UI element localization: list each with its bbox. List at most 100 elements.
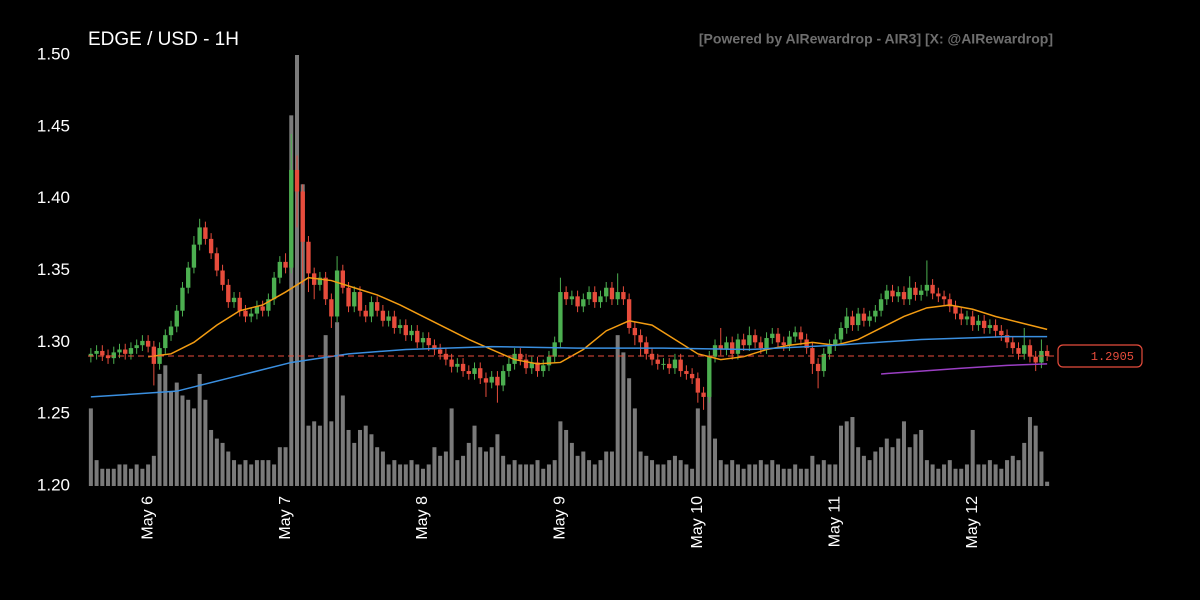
volume-bar: [186, 399, 191, 486]
volume-bar: [638, 451, 643, 486]
volume-bar: [535, 460, 540, 486]
volume-bar: [518, 464, 523, 486]
volume-bar: [947, 460, 952, 486]
candle-body: [432, 345, 437, 350]
volume-bar: [146, 464, 151, 486]
y-tick-label: 1.25: [37, 404, 70, 423]
volume-bar: [833, 464, 838, 486]
volume-bar: [512, 460, 517, 486]
candle-body: [563, 292, 569, 300]
candle-body: [884, 290, 889, 300]
volume-bar: [524, 464, 529, 486]
volume-bar: [386, 464, 391, 486]
volume-bar: [644, 455, 649, 486]
volume-bar: [111, 468, 116, 486]
volume-bar: [724, 464, 729, 486]
volume-bar: [655, 464, 660, 486]
x-tick-label: May 10: [689, 496, 706, 549]
volume-bar: [627, 378, 632, 486]
candle-body: [844, 316, 849, 328]
x-tick-label: May 11: [826, 496, 843, 547]
candle-body: [999, 330, 1004, 336]
candle-body: [518, 353, 523, 360]
volume-bar: [587, 460, 592, 486]
candle-body: [604, 287, 609, 297]
candle-body: [867, 316, 872, 321]
x-tick-label: May 12: [964, 496, 981, 549]
candle-body: [88, 353, 94, 357]
candle-body: [592, 292, 597, 303]
volume-bar: [867, 460, 872, 486]
volume-bar: [289, 115, 294, 486]
volume-bar: [632, 408, 637, 486]
candle-body: [735, 339, 741, 354]
candle-body: [529, 362, 534, 369]
candle-body: [987, 325, 993, 328]
candle-body: [1004, 335, 1010, 343]
candle-body: [747, 335, 752, 346]
candle-body: [426, 338, 431, 346]
candle-body: [981, 320, 987, 328]
volume-bar: [529, 464, 534, 486]
candle-body: [941, 296, 947, 300]
candle-body: [208, 238, 214, 254]
candle-body: [873, 310, 878, 317]
candle-body: [667, 363, 672, 369]
y-tick-label: 1.50: [37, 44, 70, 63]
candle-body: [672, 359, 678, 369]
candle-body: [105, 355, 111, 359]
candle-body: [741, 339, 746, 346]
volume-bar: [735, 464, 740, 486]
volume-bar: [695, 408, 700, 486]
volume-bar: [409, 460, 414, 486]
candle-body: [197, 227, 202, 245]
candle-body: [283, 261, 288, 268]
candle-body: [609, 287, 615, 300]
chart-title: EDGE / USD - 1H: [88, 29, 239, 50]
candle-body: [661, 363, 666, 365]
volume-bar: [1005, 460, 1010, 486]
candle-body: [655, 359, 660, 364]
candle-body: [615, 292, 620, 300]
candle-body: [243, 310, 248, 317]
candle-body: [277, 261, 283, 278]
candle-body: [340, 270, 345, 288]
volume-bar: [157, 373, 162, 486]
x-tick-label: May 9: [552, 496, 569, 540]
volume-bar: [667, 460, 672, 486]
volume-bar: [380, 451, 385, 486]
volume-bar: [1039, 451, 1044, 486]
volume-bar: [266, 460, 271, 486]
candle-body: [581, 299, 586, 307]
volume-bar: [1027, 417, 1032, 486]
volume-bar: [415, 464, 420, 486]
volume-bar: [930, 464, 935, 486]
volume-bar: [209, 429, 214, 486]
volume-bar: [1010, 455, 1015, 486]
volume-bar: [713, 438, 718, 486]
volume-bar: [730, 460, 735, 486]
volume-bar: [781, 468, 786, 486]
candle-body: [621, 292, 626, 300]
volume-bar: [191, 408, 196, 486]
volume-bar: [449, 408, 454, 486]
volume-bar: [140, 468, 145, 486]
volume-bar: [936, 468, 941, 486]
volume-bar: [970, 429, 975, 486]
candle-body: [420, 338, 426, 343]
volume-bar: [461, 455, 466, 486]
candle-body: [626, 299, 632, 328]
volume-bar: [552, 460, 557, 486]
candle-body: [472, 368, 477, 374]
candle-body: [334, 270, 340, 317]
volume-bar: [214, 438, 219, 486]
volume-bar: [295, 55, 300, 486]
volume-bar: [844, 421, 849, 486]
candle-body: [913, 287, 918, 295]
volume-bar: [369, 434, 374, 486]
candle-body: [117, 349, 122, 353]
volume-bar: [117, 464, 122, 486]
volume-bar: [924, 460, 929, 486]
x-tick-label: May 8: [414, 496, 431, 540]
candle-body: [460, 363, 466, 372]
